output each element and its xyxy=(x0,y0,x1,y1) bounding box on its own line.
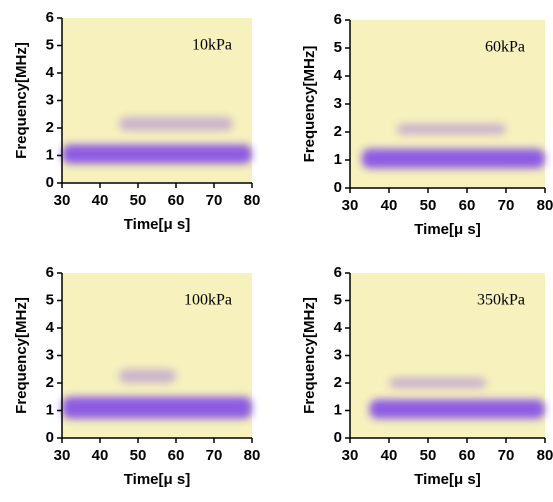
x-axis-label: Time[μ s] xyxy=(414,221,480,238)
y-axis-label: Frequency[MHz] xyxy=(13,297,30,414)
frequency-band xyxy=(119,369,176,383)
frequency-band xyxy=(389,377,487,389)
x-tick-label: 60 xyxy=(459,447,476,464)
x-axis-label: Time[μ s] xyxy=(414,471,480,488)
x-tick-label: 40 xyxy=(92,192,109,209)
y-tick-label: 6 xyxy=(334,11,342,28)
x-tick-label: 70 xyxy=(498,447,515,464)
y-tick-label: 6 xyxy=(46,264,54,281)
y-tick-label: 5 xyxy=(46,291,54,308)
y-tick-label: 3 xyxy=(334,95,342,112)
x-tick-label: 50 xyxy=(130,192,147,209)
y-tick-label: 4 xyxy=(46,319,55,336)
y-tick-label: 0 xyxy=(46,429,54,446)
x-tick-label: 70 xyxy=(498,197,515,214)
x-tick-label: 60 xyxy=(168,447,185,464)
y-axis-label: Frequency[MHz] xyxy=(301,46,318,163)
y-tick-label: 3 xyxy=(46,346,54,363)
x-tick-label: 50 xyxy=(420,447,437,464)
y-axis-label: Frequency[MHz] xyxy=(301,297,318,414)
frequency-band xyxy=(396,123,506,135)
y-tick-label: 1 xyxy=(334,401,342,418)
y-tick-label: 0 xyxy=(334,429,342,446)
chart: 0 1 2 3 4 5 6 30 40 50 60 70 80 Time[μ s] Frequency[MH… xyxy=(301,264,553,488)
x-tick-label: 60 xyxy=(168,192,185,209)
y-tick-label: 1 xyxy=(334,151,342,168)
y-tick-label: 2 xyxy=(46,119,54,136)
y-tick-label: 0 xyxy=(46,174,54,191)
chart: 0 1 2 3 4 5 6 30 40 50 60 70 80 Time[μ s] Frequency[MH… xyxy=(13,264,260,488)
x-tick-label: 40 xyxy=(381,197,398,214)
x-tick-label: 80 xyxy=(537,197,553,214)
y-tick-label: 5 xyxy=(46,36,54,53)
y-tick-label: 1 xyxy=(46,401,54,418)
y-tick-label: 2 xyxy=(334,374,342,391)
chart: 0 1 2 3 4 5 6 30 40 50 60 70 80 Time[μ s] Frequency[MH… xyxy=(301,11,553,238)
frequency-band xyxy=(62,396,252,419)
x-tick-label: 40 xyxy=(381,447,398,464)
frequency-band xyxy=(119,117,233,131)
annotation: 100kPa xyxy=(184,292,232,309)
y-tick-label: 6 xyxy=(334,264,342,281)
y-axis-label: Frequency[MHz] xyxy=(13,42,30,159)
annotation: 60kPa xyxy=(485,39,525,56)
y-tick-label: 3 xyxy=(334,346,342,363)
y-tick-label: 1 xyxy=(46,146,54,163)
annotation: 10kPa xyxy=(192,37,232,54)
x-tick-label: 50 xyxy=(420,197,437,214)
y-tick-label: 2 xyxy=(334,123,342,140)
frequency-band xyxy=(369,399,545,419)
x-axis-label: Time[μ s] xyxy=(124,216,190,233)
x-axis-label: Time[μ s] xyxy=(124,471,190,488)
x-tick-label: 30 xyxy=(54,192,71,209)
x-tick-label: 30 xyxy=(342,197,359,214)
y-tick-label: 3 xyxy=(46,91,54,108)
x-tick-label: 60 xyxy=(459,197,476,214)
y-tick-label: 2 xyxy=(46,374,54,391)
y-tick-label: 6 xyxy=(46,9,54,26)
x-tick-label: 50 xyxy=(130,447,147,464)
y-tick-label: 0 xyxy=(334,179,342,196)
y-tick-label: 4 xyxy=(46,64,55,81)
y-tick-label: 5 xyxy=(334,39,342,56)
x-tick-label: 80 xyxy=(244,447,261,464)
frequency-band xyxy=(361,148,545,169)
x-tick-label: 30 xyxy=(54,447,71,464)
x-tick-label: 70 xyxy=(206,192,223,209)
y-tick-label: 4 xyxy=(334,319,343,336)
y-tick-label: 5 xyxy=(334,291,342,308)
y-tick-label: 4 xyxy=(334,67,343,84)
frequency-band xyxy=(62,144,252,164)
x-tick-label: 40 xyxy=(92,447,109,464)
x-tick-label: 70 xyxy=(206,447,223,464)
x-tick-label: 30 xyxy=(342,447,359,464)
x-tick-label: 80 xyxy=(537,447,553,464)
chart: 0 1 2 3 4 5 6 30 40 50 60 70 80 Time[μ s] Frequency[MH… xyxy=(13,9,260,233)
x-tick-label: 80 xyxy=(244,192,261,209)
annotation: 350kPa xyxy=(477,292,525,309)
